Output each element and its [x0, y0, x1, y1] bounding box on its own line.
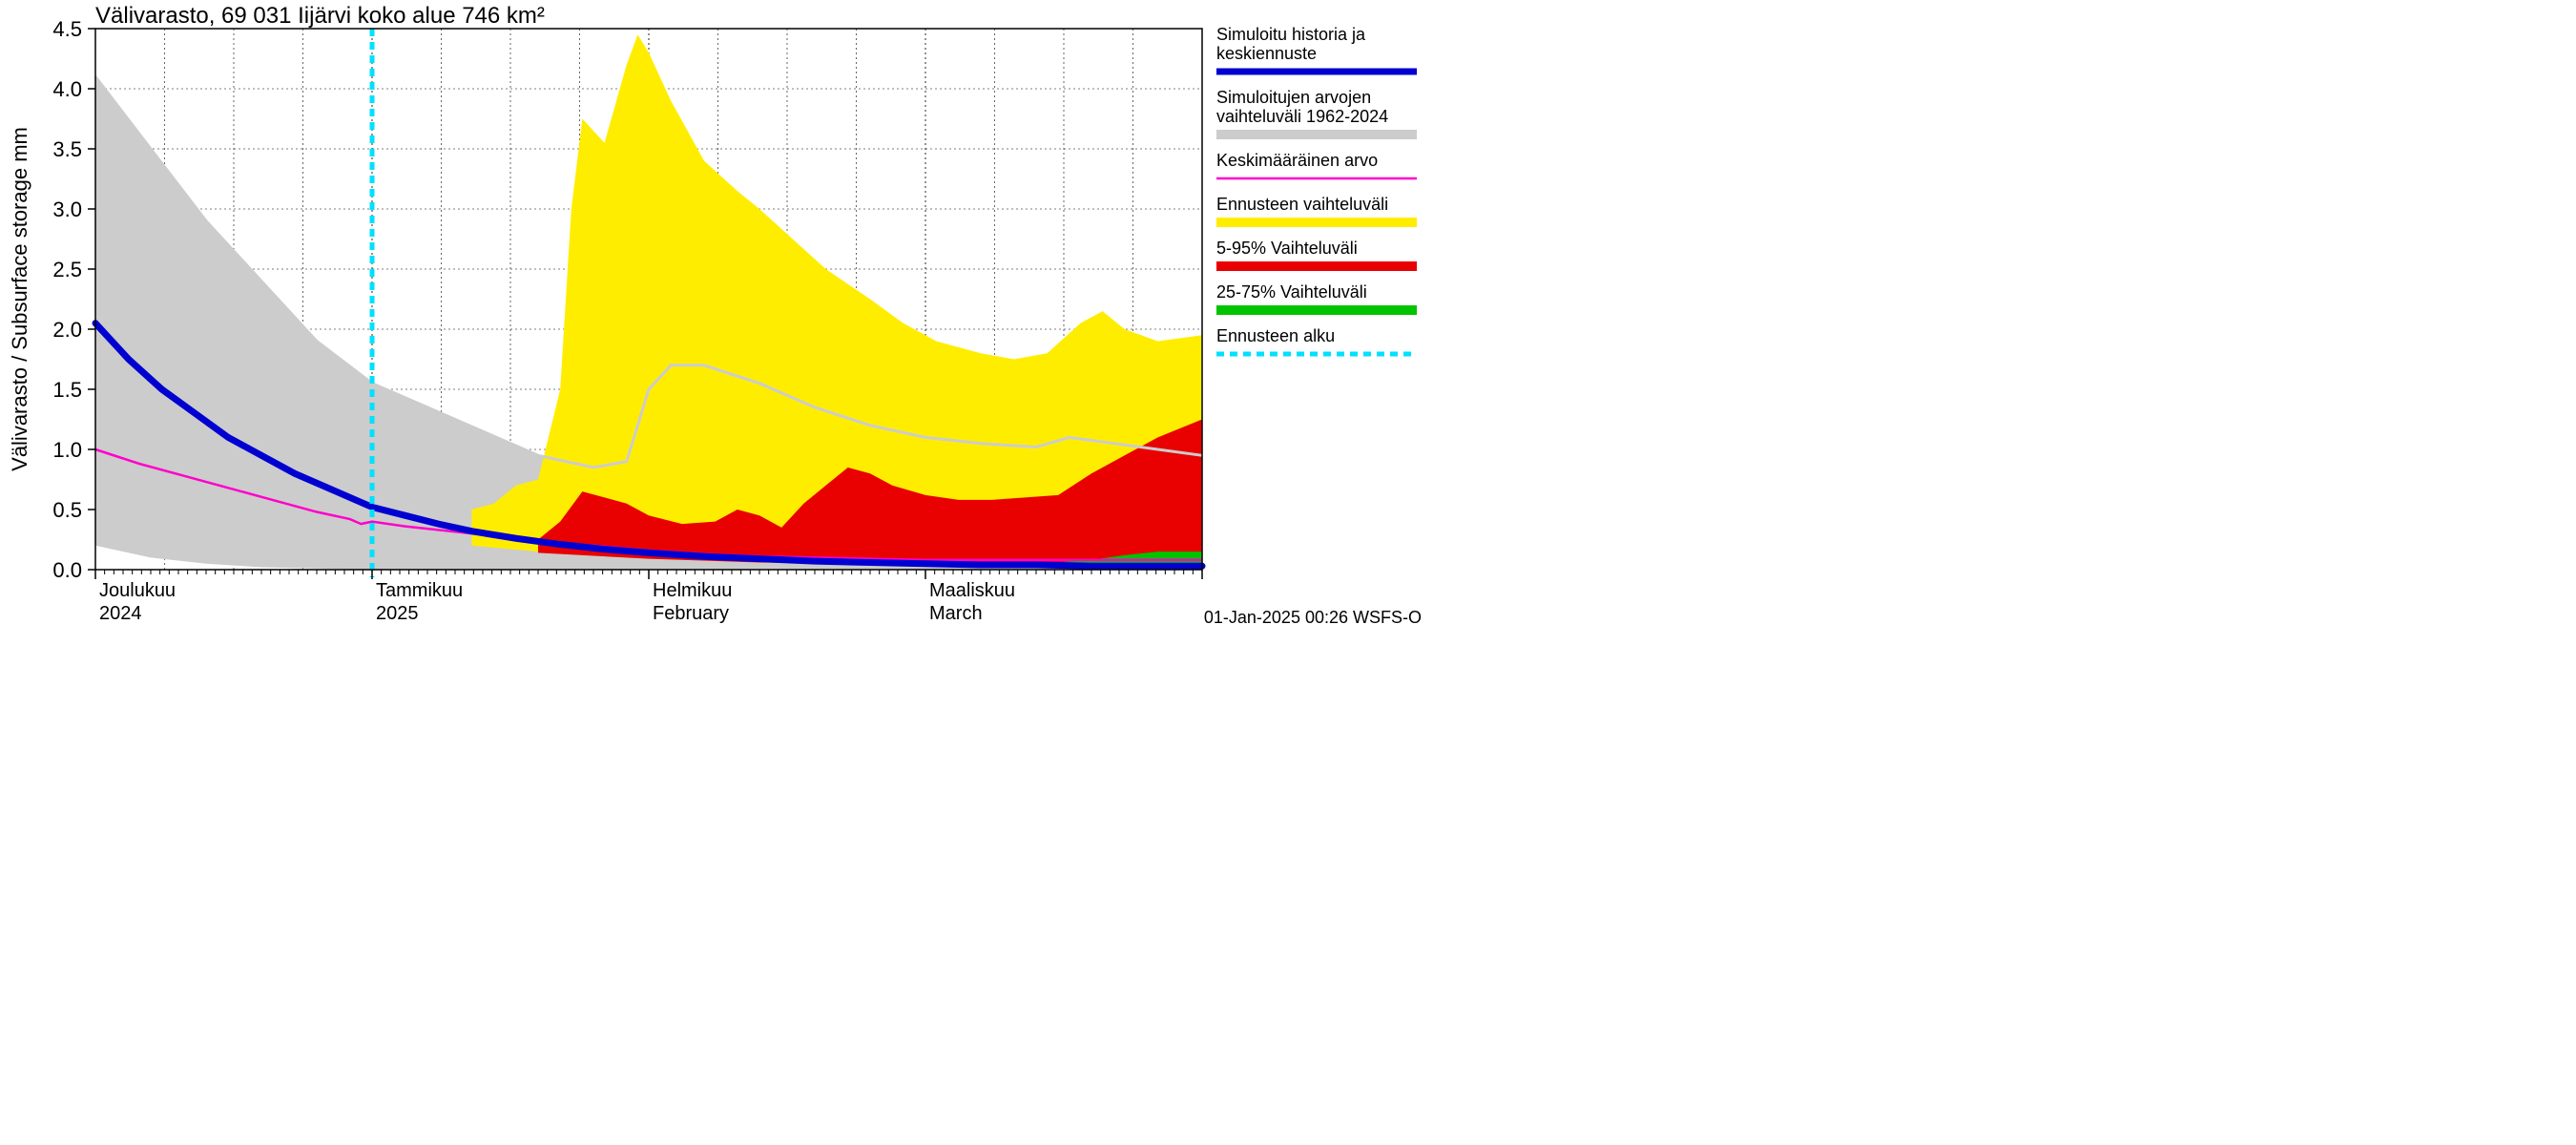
x-month-top: Tammikuu [376, 580, 463, 601]
chart-container: 0.00.51.01.52.02.53.03.54.04.5Joulukuu20… [0, 0, 1431, 636]
ytick-label: 4.0 [52, 77, 82, 101]
ytick-label: 2.0 [52, 318, 82, 342]
legend-label: 5-95% Vaihteluväli [1216, 239, 1358, 258]
x-month-bot: February [653, 603, 729, 624]
legend-label: vaihteluväli 1962-2024 [1216, 107, 1388, 126]
ytick-label: 0.5 [52, 498, 82, 522]
legend-swatch [1216, 218, 1417, 227]
chart-title: Välivarasto, 69 031 Iijärvi koko alue 74… [95, 3, 545, 29]
legend-label: Simuloitujen arvojen [1216, 88, 1371, 107]
legend-label: 25-75% Vaihteluväli [1216, 282, 1367, 302]
x-month-bot: March [929, 603, 983, 624]
legend-label: keskiennuste [1216, 44, 1317, 63]
ytick-label: 1.5 [52, 378, 82, 402]
ytick-label: 0.0 [52, 558, 82, 582]
x-month-bot: 2025 [376, 603, 419, 624]
legend-swatch [1216, 305, 1417, 315]
ytick-label: 3.0 [52, 198, 82, 221]
ytick-label: 4.5 [52, 17, 82, 41]
legend-label: Ennusteen alku [1216, 326, 1335, 345]
ytick-label: 2.5 [52, 258, 82, 281]
legend-label: Keskimääräinen arvo [1216, 151, 1378, 170]
ytick-label: 3.5 [52, 137, 82, 161]
legend-label: Simuloitu historia ja [1216, 25, 1366, 44]
x-month-top: Helmikuu [653, 580, 732, 601]
chart-svg: 0.00.51.01.52.02.53.03.54.04.5Joulukuu20… [0, 0, 1431, 636]
x-month-top: Joulukuu [99, 580, 176, 601]
footer-timestamp: 01-Jan-2025 00:26 WSFS-O [1204, 608, 1422, 627]
legend-swatch [1216, 261, 1417, 271]
ytick-label: 1.0 [52, 438, 82, 462]
x-month-top: Maaliskuu [929, 580, 1015, 601]
y-axis-label: Välivarasto / Subsurface storage mm [8, 127, 31, 471]
legend-swatch [1216, 130, 1417, 139]
x-month-bot: 2024 [99, 603, 142, 624]
legend-label: Ennusteen vaihteluväli [1216, 195, 1388, 214]
